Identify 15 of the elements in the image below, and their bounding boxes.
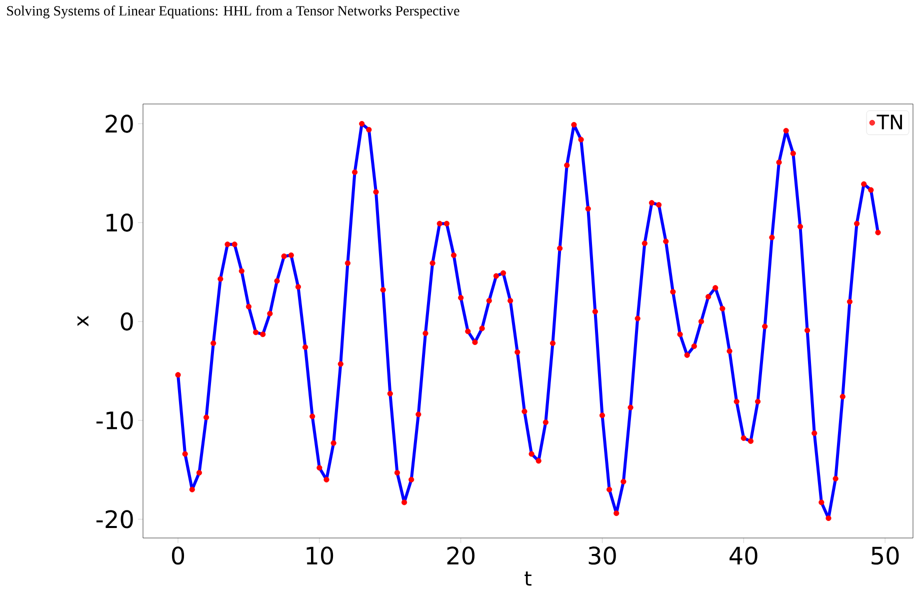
y-tick-label: -10 bbox=[96, 411, 133, 430]
y-axis-title: x bbox=[77, 316, 88, 326]
x-tick-label: 40 bbox=[730, 546, 758, 565]
x-tick-label: 20 bbox=[447, 546, 474, 565]
x-tick-label: 0 bbox=[172, 546, 184, 565]
chart-title: Solving Systems of Linear Equations: HHL from a Tensor Networks Perspective bbox=[7, 6, 460, 18]
x-tick-label: 30 bbox=[588, 546, 616, 565]
legend-label: TN bbox=[876, 114, 902, 130]
y-tick-label: -20 bbox=[96, 510, 133, 528]
y-tick-label: 10 bbox=[106, 214, 133, 232]
y-tick-label: 0 bbox=[120, 312, 133, 331]
x-axis-title: t bbox=[524, 572, 532, 586]
y-tick-label: 20 bbox=[106, 114, 133, 133]
x-tick-label: 10 bbox=[306, 546, 334, 565]
x-tick-label: 50 bbox=[872, 546, 899, 565]
